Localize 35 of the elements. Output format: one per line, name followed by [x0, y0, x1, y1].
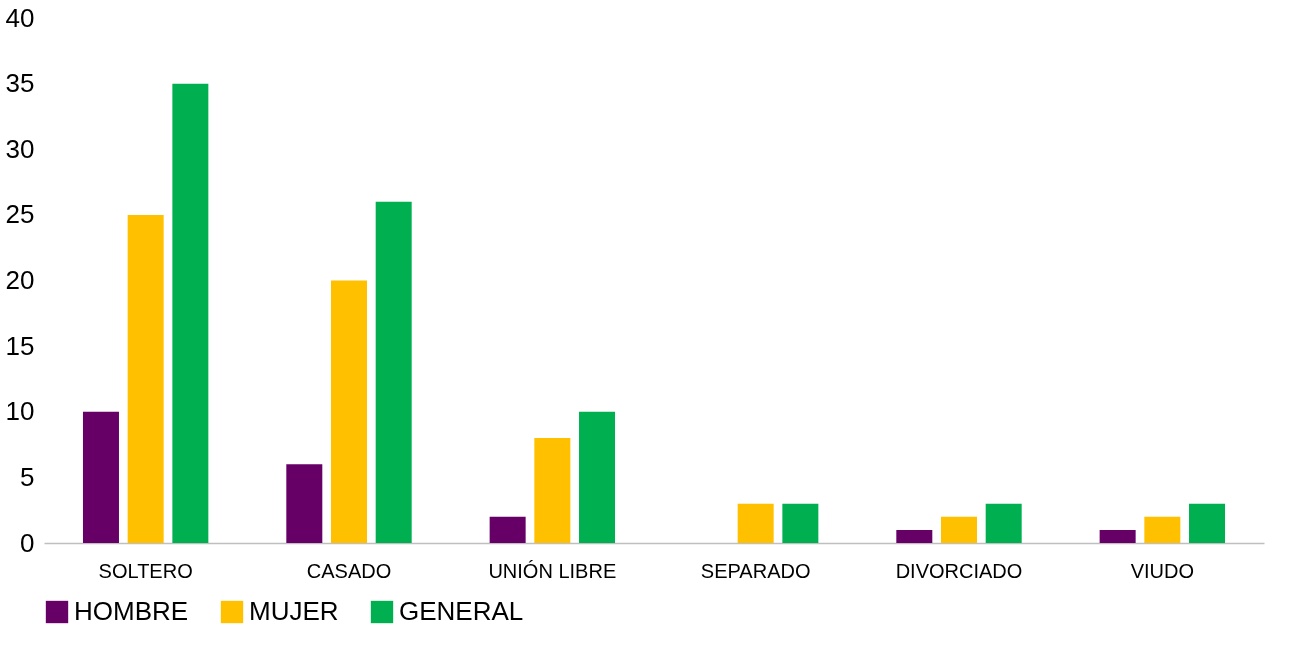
bar — [579, 411, 616, 543]
legend-label: GENERAL — [399, 596, 524, 626]
x-tick-label: VIUDO — [1130, 559, 1195, 582]
y-tick-label: 30 — [5, 133, 35, 164]
bar — [941, 516, 977, 543]
bar — [375, 201, 412, 543]
bar — [331, 280, 367, 543]
bar — [127, 214, 164, 543]
x-tick-label: UNIÓN LIBRE — [488, 559, 617, 582]
y-tick-label: 0 — [20, 527, 35, 558]
bar — [1189, 503, 1226, 543]
bar — [489, 516, 526, 543]
bar — [286, 464, 323, 543]
x-tick-label: SOLTERO — [98, 559, 193, 582]
bar — [896, 529, 933, 543]
bar — [1099, 529, 1136, 543]
y-tick-label: 25 — [5, 199, 35, 230]
bar — [1144, 516, 1181, 543]
y-tick-label: 20 — [5, 265, 35, 295]
legend-label: HOMBRE — [74, 596, 189, 626]
bar — [985, 503, 1022, 543]
y-tick-label: 35 — [5, 68, 35, 99]
y-tick-label: 10 — [5, 396, 35, 427]
y-tick-label: 40 — [5, 2, 35, 33]
bar — [82, 411, 119, 543]
bar — [782, 503, 819, 543]
x-tick-label: SEPARADO — [700, 559, 811, 582]
bar — [737, 503, 774, 543]
legend-label: MUJER — [249, 596, 339, 626]
y-tick-label: 5 — [20, 461, 35, 492]
x-tick-label: DIVORCIADO — [895, 559, 1023, 582]
bar — [172, 83, 209, 543]
bar — [534, 438, 571, 543]
x-tick-label: CASADO — [306, 559, 392, 582]
y-tick-label: 15 — [5, 330, 35, 361]
